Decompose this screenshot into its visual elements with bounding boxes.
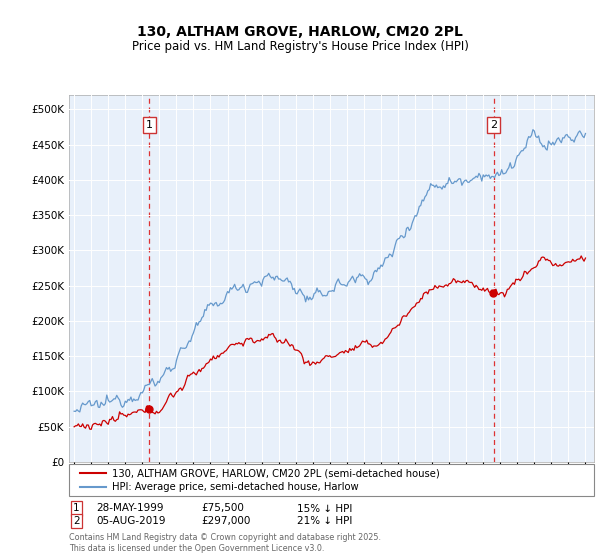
Text: 130, ALTHAM GROVE, HARLOW, CM20 2PL: 130, ALTHAM GROVE, HARLOW, CM20 2PL xyxy=(137,25,463,39)
Text: 05-AUG-2019: 05-AUG-2019 xyxy=(96,516,166,526)
Text: 130, ALTHAM GROVE, HARLOW, CM20 2PL (semi-detached house): 130, ALTHAM GROVE, HARLOW, CM20 2PL (sem… xyxy=(112,468,440,478)
Text: £297,000: £297,000 xyxy=(201,516,250,526)
Text: 2: 2 xyxy=(73,516,80,526)
Text: 1: 1 xyxy=(146,120,153,130)
Text: £75,500: £75,500 xyxy=(201,503,244,514)
Text: Price paid vs. HM Land Registry's House Price Index (HPI): Price paid vs. HM Land Registry's House … xyxy=(131,40,469,53)
Text: 1: 1 xyxy=(73,503,80,514)
Text: 28-MAY-1999: 28-MAY-1999 xyxy=(96,503,163,514)
Text: 21% ↓ HPI: 21% ↓ HPI xyxy=(297,516,352,526)
Text: 15% ↓ HPI: 15% ↓ HPI xyxy=(297,503,352,514)
Text: Contains HM Land Registry data © Crown copyright and database right 2025.
This d: Contains HM Land Registry data © Crown c… xyxy=(69,533,381,553)
Text: HPI: Average price, semi-detached house, Harlow: HPI: Average price, semi-detached house,… xyxy=(112,482,359,492)
Text: 2: 2 xyxy=(490,120,497,130)
